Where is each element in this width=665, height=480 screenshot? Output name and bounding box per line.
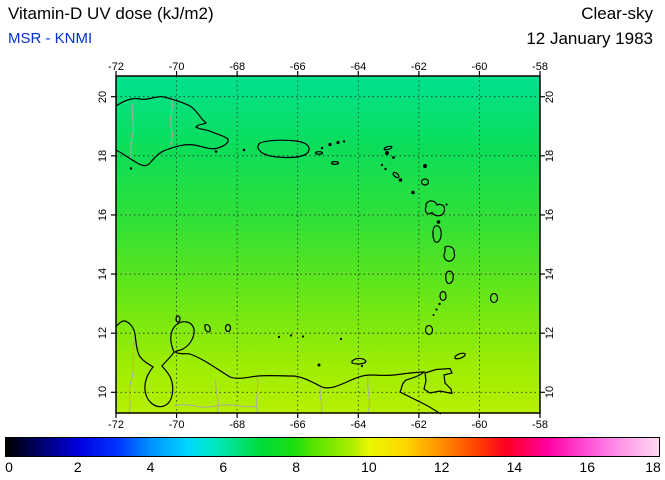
lon-tick-label: -70 (168, 419, 185, 431)
lat-tick-label: 10 (97, 386, 109, 399)
lon-tick-label: -70 (168, 61, 185, 73)
coastlines (115, 95, 499, 415)
colorbar-tick-label: 6 (219, 459, 228, 475)
admin-border-lines (128, 99, 370, 415)
colorbar-tick-label: 14 (506, 459, 523, 475)
colorbar-tick-label: 18 (645, 459, 661, 475)
lat-tick-label: 14 (97, 267, 109, 281)
colorbar (5, 437, 660, 457)
caribbean-map (111, 71, 545, 418)
lat-tick-label: 16 (97, 208, 109, 222)
lat-tick-label: 14 (544, 267, 556, 281)
lon-tick-label: -62 (410, 419, 427, 431)
colorbar-tick-label: 16 (579, 459, 596, 475)
uv-dose-field (116, 76, 540, 413)
data-source-label: MSR - KNMI (8, 30, 93, 47)
colorbar-tick-label: 4 (146, 459, 155, 475)
lat-tick-label: 10 (544, 386, 556, 399)
lon-tick-label: -58 (532, 419, 548, 431)
lon-tick-label: -66 (289, 61, 306, 73)
figure-title: Vitamin-D UV dose (kJ/m2) (8, 4, 214, 23)
lat-tick-label: 18 (544, 149, 556, 162)
map-frame (115, 75, 541, 414)
lon-tick-label: -68 (229, 61, 246, 73)
lon-tick-label: -58 (532, 61, 548, 73)
lat-tick-label: 12 (544, 327, 556, 340)
lon-tick-label: -64 (350, 419, 367, 431)
lon-tick-label: -66 (289, 419, 306, 431)
axis-tick-marks (111, 71, 545, 418)
lat-tick-label: 18 (97, 149, 109, 162)
lat-tick-label: 20 (544, 90, 556, 103)
lon-tick-label: -68 (229, 419, 246, 431)
date-label: 12 January 1983 (526, 29, 653, 48)
lon-tick-label: -60 (471, 61, 488, 73)
figure-header-right: Clear-sky 12 January 1983 (526, 4, 653, 49)
sky-condition-label: Clear-sky (581, 4, 653, 23)
lon-tick-label: -72 (108, 61, 124, 73)
colorbar-tick-label: 10 (361, 459, 377, 475)
grid-lines (116, 76, 540, 413)
colorbar-tick-label: 2 (73, 459, 82, 475)
lon-tick-label: -62 (410, 61, 427, 73)
lat-tick-label: 12 (97, 327, 109, 340)
lat-tick-label: 20 (97, 90, 109, 103)
lon-tick-label: -60 (471, 419, 488, 431)
lon-tick-label: -72 (108, 419, 124, 431)
lat-tick-label: 16 (544, 208, 556, 222)
colorbar-tick-label: 8 (292, 459, 301, 475)
colorbar-tick-label: 0 (5, 459, 13, 475)
lon-tick-label: -64 (350, 61, 367, 73)
colorbar-tick-label: 12 (433, 459, 450, 475)
